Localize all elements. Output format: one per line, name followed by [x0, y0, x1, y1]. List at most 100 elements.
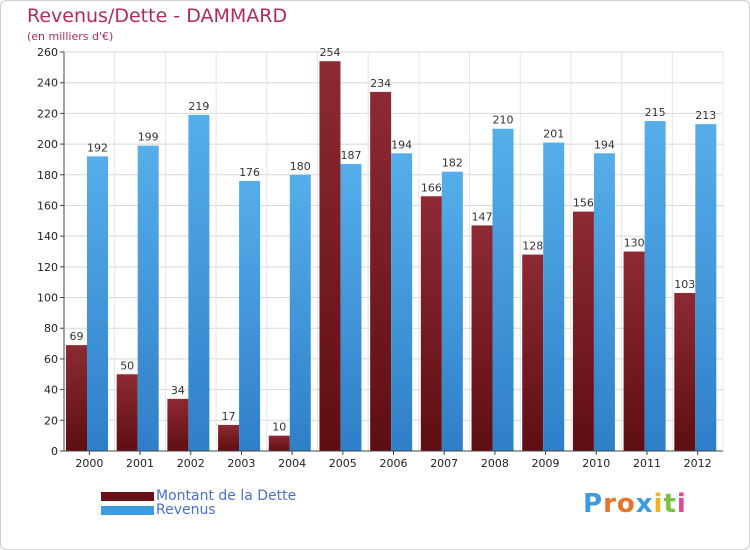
- bar-dette: [370, 91, 392, 452]
- data-label: 182: [442, 157, 463, 170]
- logo-letter: t: [663, 489, 677, 519]
- bar-revenus: [543, 142, 565, 452]
- chart-title: Revenus/Dette - DAMMARD: [27, 5, 288, 27]
- data-label: 10: [272, 421, 286, 434]
- bar-dette: [522, 254, 544, 451]
- logo-letter: o: [616, 489, 636, 519]
- bar-dette: [674, 292, 696, 451]
- data-label: 201: [543, 128, 564, 141]
- x-tick-label: 2006: [380, 457, 408, 470]
- x-tick-label: 2000: [75, 457, 103, 470]
- bar-dette: [167, 398, 189, 451]
- data-label: 34: [171, 384, 185, 397]
- bars: [66, 61, 717, 452]
- x-tick-label: 2004: [278, 457, 306, 470]
- legend-swatch-debt: [101, 491, 154, 501]
- logo-letter: r: [603, 489, 617, 519]
- x-tick-label: 2010: [582, 457, 610, 470]
- bar-revenus: [87, 156, 108, 451]
- y-tick-label: 40: [44, 384, 58, 397]
- logo-letter: i: [676, 489, 687, 519]
- bar-revenus: [695, 124, 717, 451]
- data-label: 166: [421, 181, 442, 194]
- y-tick-label: 0: [51, 445, 58, 458]
- bar-dette: [420, 196, 442, 451]
- bar-dette: [572, 211, 594, 451]
- bar-dette: [471, 225, 493, 451]
- bar-revenus: [492, 128, 514, 451]
- data-label: 69: [70, 330, 84, 343]
- bar-revenus: [593, 153, 615, 452]
- y-tick-label: 260: [37, 46, 58, 59]
- legend-label-debt: Montant de la Dette: [156, 488, 297, 504]
- data-label: 194: [594, 138, 615, 151]
- y-tick-label: 200: [37, 138, 58, 151]
- data-label: 194: [391, 138, 412, 151]
- y-tick-label: 180: [37, 169, 58, 182]
- logo-letter: i: [653, 489, 664, 519]
- data-label: 215: [645, 106, 666, 119]
- data-label: 103: [674, 278, 695, 291]
- x-tick-label: 2009: [532, 457, 560, 470]
- bar-dette: [116, 374, 138, 451]
- x-tick-label: 2001: [126, 457, 154, 470]
- y-tick-label: 140: [37, 230, 58, 243]
- y-tick-label: 240: [37, 77, 58, 90]
- bar-revenus: [188, 114, 210, 452]
- data-label: 219: [188, 100, 209, 113]
- bar-dette: [218, 424, 240, 451]
- y-tick-label: 100: [37, 292, 58, 305]
- data-label: 213: [695, 109, 716, 122]
- legend-item-revenus: Revenus: [101, 502, 216, 518]
- logo-letter: x: [635, 489, 654, 519]
- data-label: 192: [87, 141, 108, 154]
- axes: 0 20 40 60 80 100 120 140 160 180 200 220 240 260 2000…: [37, 46, 723, 470]
- legend-label-revenus: Revenus: [156, 502, 216, 518]
- x-tick-label: 2008: [481, 457, 509, 470]
- data-label: 128: [522, 240, 543, 253]
- x-tick-label: 2003: [227, 457, 255, 470]
- data-label: 187: [340, 149, 361, 162]
- bar-revenus: [644, 121, 666, 452]
- bar-dette: [319, 61, 341, 451]
- bar-dette: [66, 345, 87, 451]
- data-label: 180: [290, 160, 311, 173]
- data-label: 234: [370, 77, 391, 90]
- legend-swatch-revenus: [101, 505, 154, 515]
- bar-revenus: [391, 153, 413, 452]
- data-label: 130: [624, 237, 645, 250]
- x-tick-label: 2007: [430, 457, 458, 470]
- proxiti-logo: Proxiti: [583, 489, 687, 519]
- bar-dette: [268, 435, 290, 451]
- data-label: 50: [120, 359, 134, 372]
- data-labels: 69 50 34 17 10 254 234 166 147 128 156 130 103 192 199…: [70, 46, 717, 433]
- bar-revenus: [441, 171, 463, 451]
- y-tick-label: 160: [37, 199, 58, 212]
- data-label: 147: [472, 210, 493, 223]
- y-tick-label: 80: [44, 322, 58, 335]
- y-tick-label: 60: [44, 353, 58, 366]
- data-label: 254: [319, 46, 340, 59]
- data-label: 156: [573, 197, 594, 210]
- bar-dette: [623, 251, 645, 451]
- y-tick-label: 120: [37, 261, 58, 274]
- legend-item-debt: Montant de la Dette: [101, 488, 296, 504]
- x-tick-label: 2005: [329, 457, 357, 470]
- data-label: 210: [493, 114, 514, 127]
- x-tick-label: 2012: [684, 457, 712, 470]
- y-tick-label: 20: [44, 414, 58, 427]
- data-label: 199: [138, 131, 159, 144]
- data-label: 176: [239, 166, 260, 179]
- bar-revenus: [137, 145, 159, 451]
- data-label: 17: [222, 410, 236, 423]
- y-tick-label: 220: [37, 107, 58, 120]
- x-tick-label: 2011: [633, 457, 661, 470]
- bar-revenus: [239, 180, 261, 451]
- bar-revenus: [289, 174, 311, 451]
- bar-revenus: [340, 164, 362, 451]
- x-tick-label: 2002: [177, 457, 205, 470]
- logo-letter: P: [583, 489, 604, 519]
- chart-subtitle: (en milliers d'€): [27, 30, 114, 43]
